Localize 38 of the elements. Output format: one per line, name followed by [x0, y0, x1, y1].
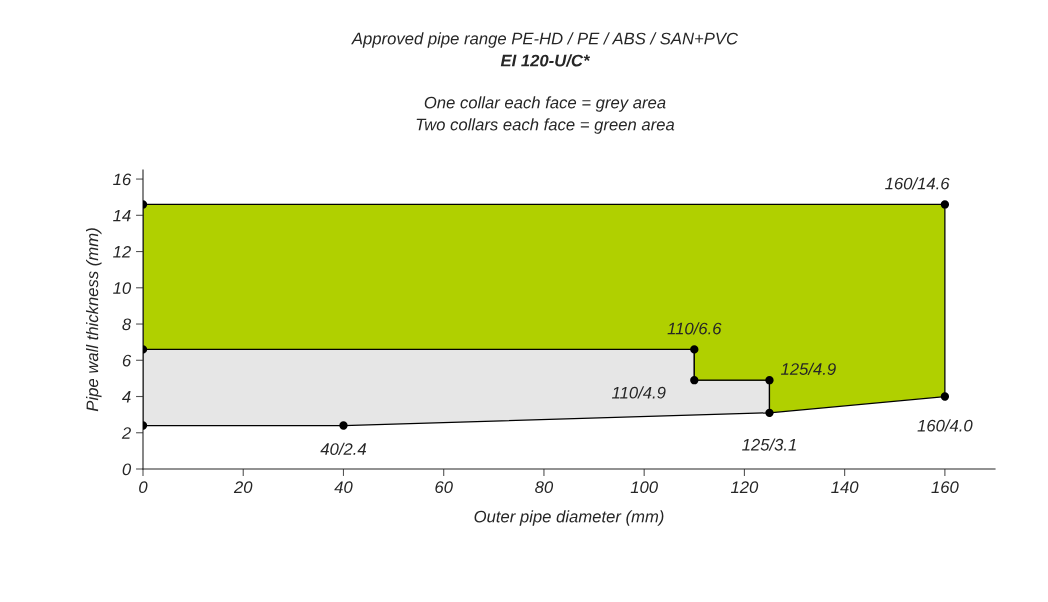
- annotation: 125/4.9: [780, 362, 836, 375]
- x-axis-title: Outer pipe diameter (mm): [474, 510, 664, 526]
- y-tick-label: 16: [113, 173, 132, 186]
- text: Two collars each face = green area: [416, 118, 675, 134]
- annotation: 160/4.0: [917, 419, 973, 432]
- y-axis-title: Pipe wall thickness (mm): [86, 228, 102, 412]
- y-tick-label: 8: [122, 318, 132, 331]
- annotation: 110/6.6: [667, 322, 722, 335]
- y-tick-label: 14: [113, 209, 131, 222]
- y-tick-label: 2: [121, 427, 131, 439]
- x-tick-label: 120: [730, 481, 759, 494]
- x-tick-label: 0: [139, 481, 148, 494]
- annotation: 160/14.6: [885, 177, 950, 190]
- point: [940, 392, 950, 401]
- x-tick-label: 40: [334, 481, 353, 494]
- x-tick-label: 140: [831, 481, 859, 494]
- point: [765, 408, 774, 417]
- annotation: 125/3.1: [742, 438, 796, 451]
- y-tick-label: 0: [122, 463, 132, 476]
- text: One collar each face = grey area: [424, 96, 666, 112]
- y-tick-label: 12: [113, 245, 131, 258]
- x-tick-label: 60: [435, 481, 453, 494]
- point: [339, 421, 348, 430]
- x-tick-label: 80: [535, 481, 554, 494]
- annotation: 40/2.4: [320, 442, 367, 455]
- y-tick-label: 6: [122, 354, 132, 367]
- point: [690, 345, 699, 354]
- annotation: 110/4.9: [611, 386, 666, 399]
- y-tick-label: 10: [113, 282, 132, 294]
- chart-title: Approved pipe range PE-HD / PE / ABS / SAN+PVC: [351, 32, 739, 48]
- x-tick-label: 100: [630, 481, 658, 494]
- x-tick-label: 20: [233, 481, 253, 494]
- point: [690, 376, 699, 385]
- point: [940, 200, 950, 209]
- y-tick-label: 4: [122, 391, 131, 403]
- chart-subtitle: EI 120-U/C*: [500, 54, 591, 67]
- x-tick-label: 160: [931, 481, 959, 494]
- point: [765, 376, 774, 385]
